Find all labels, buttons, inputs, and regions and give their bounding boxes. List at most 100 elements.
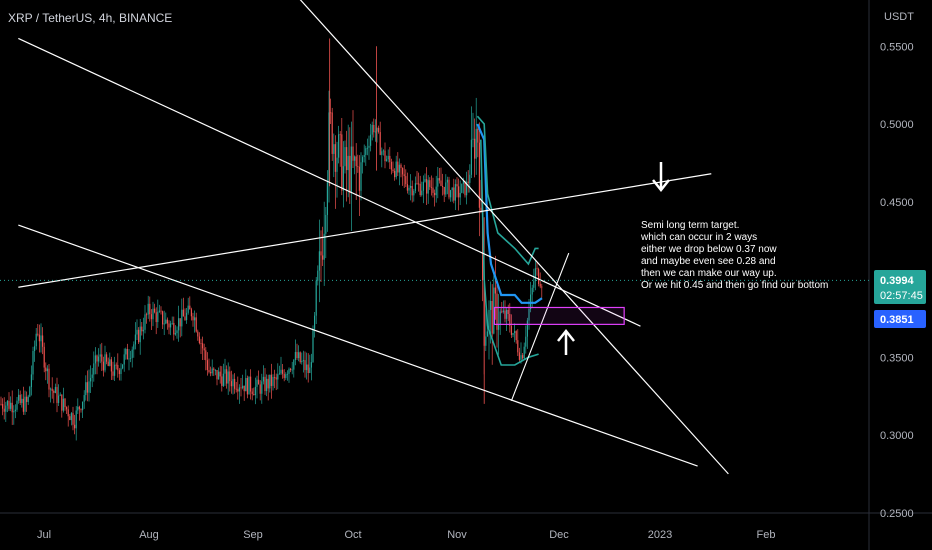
candle-body <box>414 183 416 191</box>
candle-body <box>256 379 258 387</box>
symbol-title: XRP / TetherUS, 4h, BINANCE <box>8 11 172 25</box>
candle-body <box>157 311 159 323</box>
annotation-note[interactable]: Semi long term target. which can occur i… <box>640 220 828 291</box>
candle-body <box>422 181 424 191</box>
blue-indicator-line <box>476 123 543 304</box>
candle-body <box>475 128 477 159</box>
candle-body <box>62 398 64 411</box>
triangle-leg[interactable] <box>510 252 570 401</box>
candle-body <box>418 183 420 185</box>
candle-body <box>442 186 444 187</box>
candle-body <box>50 388 52 390</box>
candle-body <box>114 364 116 376</box>
candle-body <box>109 359 111 366</box>
candle-body <box>122 364 124 369</box>
candle-body <box>541 286 543 288</box>
trendline[interactable] <box>18 173 712 288</box>
candle-body <box>240 387 242 389</box>
candle-body <box>435 186 437 196</box>
candle-body <box>262 376 264 382</box>
time-axis-ticks[interactable]: Jul Aug Sep Oct Nov Dec 2023 Feb <box>37 529 776 541</box>
candle-body <box>296 351 298 359</box>
trendline[interactable] <box>18 224 698 467</box>
candle-body <box>336 157 338 172</box>
candle-body <box>454 184 456 201</box>
candle-body <box>37 333 39 335</box>
candle-body <box>523 346 525 359</box>
candle-body <box>51 388 53 392</box>
candle-body <box>6 400 8 406</box>
candle-body <box>344 147 346 167</box>
candle-body <box>27 396 29 402</box>
candle-body <box>69 416 71 421</box>
candle-body <box>94 355 96 364</box>
candle-body <box>123 354 125 365</box>
candle-body <box>3 408 5 412</box>
candle-body <box>334 144 336 172</box>
candle-body <box>46 368 48 372</box>
candle-body <box>181 309 183 327</box>
candle-body <box>270 374 272 386</box>
candle-body <box>299 352 301 363</box>
candle-body <box>168 323 170 328</box>
drawings-group[interactable] <box>18 0 729 475</box>
candle-body <box>520 355 522 360</box>
time-tick-label: Dec <box>549 529 569 541</box>
candle-body <box>216 369 218 380</box>
candle-body <box>494 287 496 294</box>
candle-body <box>491 300 493 334</box>
candle-body <box>512 332 514 335</box>
annotation-line: which can occur in 2 ways <box>640 232 757 243</box>
price-axis-ticks[interactable]: 0.5500 0.5000 0.4500 0.3500 0.3000 0.2500 <box>880 41 914 520</box>
line-value-badge: 0.3851 <box>874 310 926 328</box>
candle-body <box>232 378 234 387</box>
candle-body <box>462 180 464 184</box>
trendline[interactable] <box>18 37 641 327</box>
candle-body <box>195 317 197 332</box>
candle-body <box>22 398 24 412</box>
target-zone-box[interactable] <box>493 306 625 325</box>
candle-body <box>370 134 372 146</box>
candle-body <box>286 373 288 375</box>
candle-body <box>346 147 348 171</box>
candle-body <box>291 369 293 371</box>
candle-body <box>510 326 512 335</box>
candle-body <box>171 322 173 324</box>
candle-body <box>259 384 261 394</box>
candle-body <box>128 358 130 360</box>
candle-body <box>154 308 156 313</box>
candle-body <box>528 309 530 321</box>
candle-body <box>304 360 306 371</box>
price-tick-label: 0.4500 <box>880 197 914 209</box>
candle-body <box>229 371 231 382</box>
candle-body <box>72 413 74 425</box>
candle-body <box>400 164 402 168</box>
price-tick-label: 0.5500 <box>880 41 914 53</box>
candle-body <box>352 146 354 161</box>
candle-body <box>205 350 207 361</box>
candle-body <box>398 164 400 173</box>
candle-body <box>339 134 341 136</box>
candle-body <box>162 311 164 325</box>
candle-body <box>146 314 148 316</box>
candle-body <box>406 184 408 191</box>
candle-body <box>317 270 319 281</box>
candle-body <box>456 184 458 187</box>
line-value-badge-bg <box>874 310 926 328</box>
candle-body <box>397 161 399 173</box>
candle-body <box>242 385 244 389</box>
candle-body <box>125 349 127 355</box>
trendline[interactable] <box>276 0 729 475</box>
candle-body <box>403 174 405 177</box>
candle-body <box>440 180 442 187</box>
candle-body <box>170 323 172 328</box>
candle-body <box>389 155 391 162</box>
candle-body <box>158 310 160 312</box>
candle-body <box>485 336 487 346</box>
candle-body <box>448 179 450 198</box>
candle-body <box>149 303 151 315</box>
candle-body <box>208 369 210 373</box>
candle-body <box>58 395 60 403</box>
